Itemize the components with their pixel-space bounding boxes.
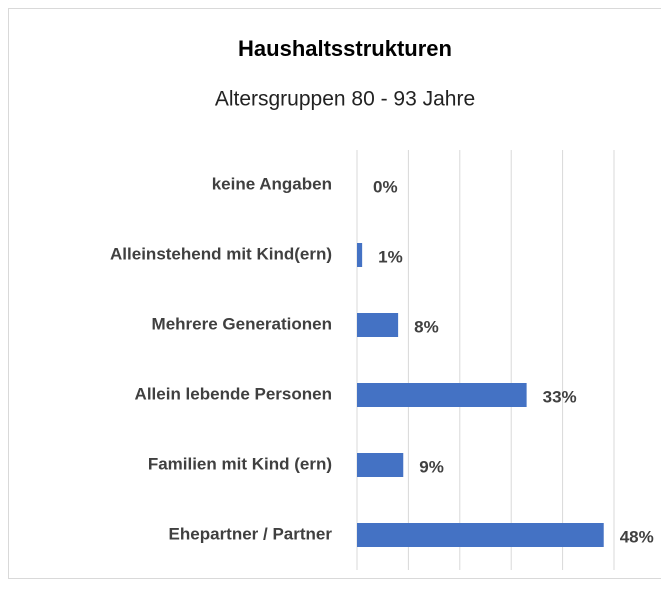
category-label: Familien mit Kind (ern) <box>148 454 332 473</box>
bar <box>357 453 404 477</box>
bar <box>357 243 363 267</box>
data-label: 48% <box>620 527 654 546</box>
bar <box>357 383 527 407</box>
category-label: Mehrere Generationen <box>152 314 332 333</box>
data-label: 8% <box>414 317 439 336</box>
category-label: keine Angaben <box>212 174 332 193</box>
data-label: 0% <box>373 177 398 196</box>
bar <box>357 313 399 337</box>
data-label: 9% <box>419 457 444 476</box>
data-label: 33% <box>543 387 577 406</box>
bar <box>357 523 604 547</box>
chart-border <box>8 8 661 579</box>
chart-subtitle: Altersgruppen 80 - 93 Jahre <box>215 88 475 111</box>
data-label: 1% <box>378 247 403 266</box>
category-label: Ehepartner / Partner <box>169 524 333 543</box>
chart-title: Haushaltsstrukturen <box>238 36 452 61</box>
category-label: Allein lebende Personen <box>135 384 332 403</box>
category-label: Alleinstehend mit Kind(ern) <box>110 244 332 263</box>
